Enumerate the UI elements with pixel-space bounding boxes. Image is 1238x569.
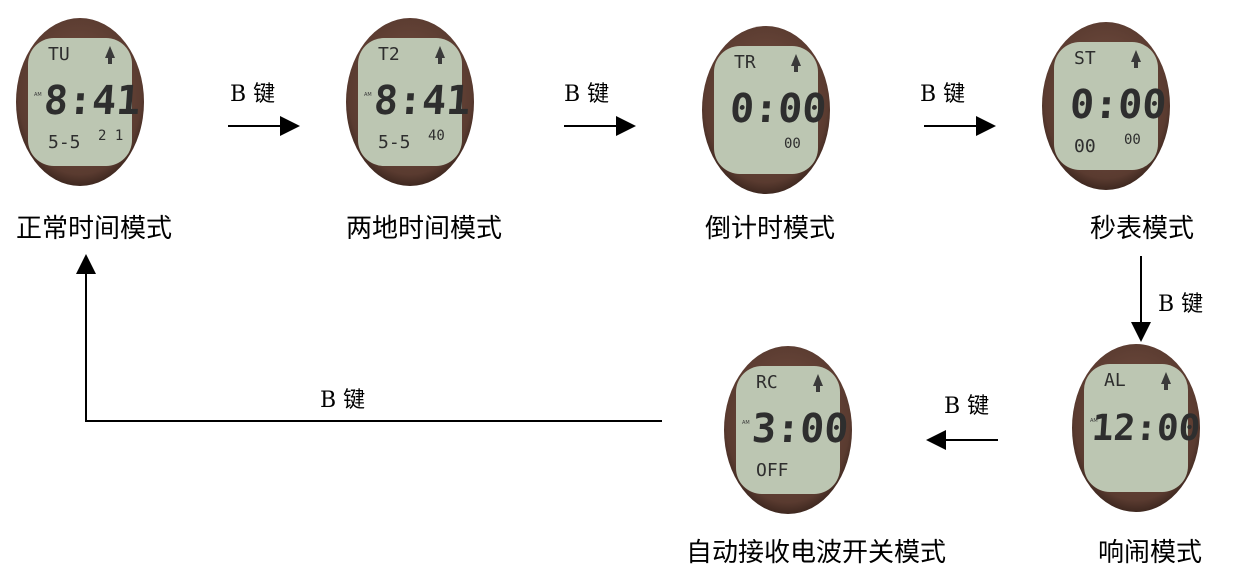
lcd-corner-text: 2 1	[98, 128, 123, 144]
lcd-screen	[736, 366, 840, 494]
lcd-main-digits: 0:00	[728, 86, 828, 132]
caption-alarm: 响闹模式	[1097, 538, 1203, 568]
lcd-screen	[1054, 42, 1158, 170]
lcd-main-digits: 12:00	[1091, 408, 1202, 449]
lcd-screen	[358, 38, 462, 166]
label-b-key-2: B 键	[564, 82, 610, 107]
lcd-bottom-text: 5-5	[378, 132, 411, 153]
lcd-mode-text: TR	[734, 52, 756, 73]
lcd-mode-text: AL	[1104, 370, 1126, 391]
lcd-main-digits: 8:41	[372, 78, 472, 124]
lcd-bottom-text: OFF	[756, 460, 789, 481]
watch-dual: T2 AM 8:41 5-5 40	[344, 16, 476, 188]
lcd-mode-text: ST	[1074, 48, 1096, 69]
label-b-key-1: B 键	[230, 82, 276, 107]
caption-timer: 倒计时模式	[704, 214, 836, 244]
antenna-icon	[105, 46, 115, 64]
lcd-corner-text: 00	[784, 136, 801, 152]
watch-face-svg: T2 AM 8:41 5-5 40	[346, 18, 474, 186]
label-b-key-6: B 键	[320, 388, 366, 413]
lcd-screen	[714, 46, 818, 174]
label-b-key-5: B 键	[944, 394, 990, 419]
lcd-main-digits: 3:00	[750, 406, 850, 452]
caption-normal: 正常时间模式	[15, 214, 173, 244]
lcd-mode-text: T2	[378, 44, 400, 65]
watch-face-svg: RC AM 3:00 OFF	[724, 346, 852, 514]
lcd-corner-text: 00	[1124, 132, 1141, 148]
caption-dual: 两地时间模式	[345, 214, 503, 244]
watch-timer: TR 0:00 00	[700, 24, 832, 196]
lcd-screen	[28, 38, 132, 166]
watch-face-svg: TU AM 8:41 5-5 2 1	[16, 18, 144, 186]
antenna-icon	[1131, 50, 1141, 68]
lcd-screen	[1084, 364, 1188, 492]
caption-stopwatch: 秒表模式	[1089, 214, 1195, 244]
label-b-key-3: B 键	[920, 82, 966, 107]
lcd-am-indicator: AM	[364, 92, 372, 98]
watch-rc: RC AM 3:00 OFF	[722, 344, 854, 516]
watch-face-svg: TR 0:00 00	[702, 26, 830, 194]
lcd-am-indicator: AM	[1090, 418, 1098, 424]
antenna-icon	[791, 54, 801, 72]
watch-face-svg: ST 0:00 00 00	[1042, 22, 1170, 190]
lcd-main-digits: 0:00	[1068, 82, 1168, 128]
watch-stopwatch: ST 0:00 00 00	[1040, 20, 1172, 192]
antenna-icon	[813, 374, 823, 392]
lcd-am-indicator: AM	[742, 420, 750, 426]
lcd-am-indicator: AM	[34, 92, 42, 98]
label-b-key-4: B 键	[1158, 292, 1204, 317]
arrow-rc-to-normal	[76, 254, 662, 422]
lcd-corner-text: 40	[428, 128, 445, 144]
lcd-mode-text: RC	[756, 372, 778, 393]
antenna-icon	[435, 46, 445, 64]
caption-rc: 自动接收电波开关模式	[685, 538, 947, 568]
lcd-bottom-text: 00	[1074, 136, 1096, 157]
antenna-icon	[1161, 372, 1171, 390]
watch-alarm: AL AM 12:00	[1070, 342, 1202, 514]
lcd-mode-text: TU	[48, 44, 70, 65]
lcd-main-digits: 8:41	[42, 78, 142, 124]
lcd-bottom-text: 5-5	[48, 132, 81, 153]
watch-normal: TU AM 8:41 5-5 2 1	[14, 16, 146, 188]
